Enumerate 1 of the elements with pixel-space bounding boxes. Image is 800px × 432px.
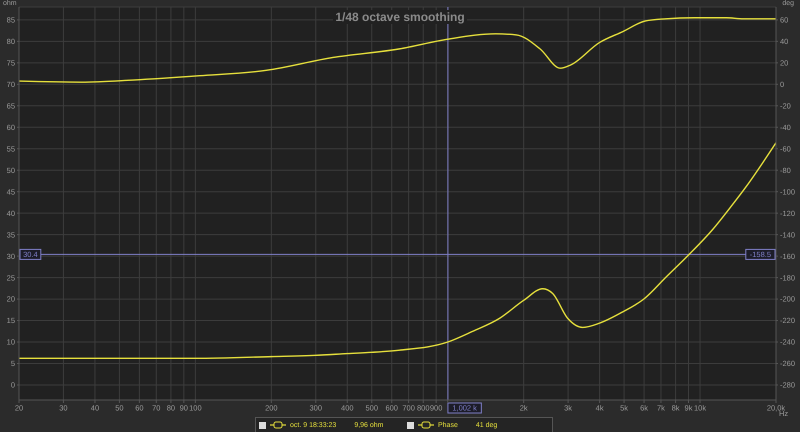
chart-title: 1/48 octave smoothing [333, 10, 467, 24]
